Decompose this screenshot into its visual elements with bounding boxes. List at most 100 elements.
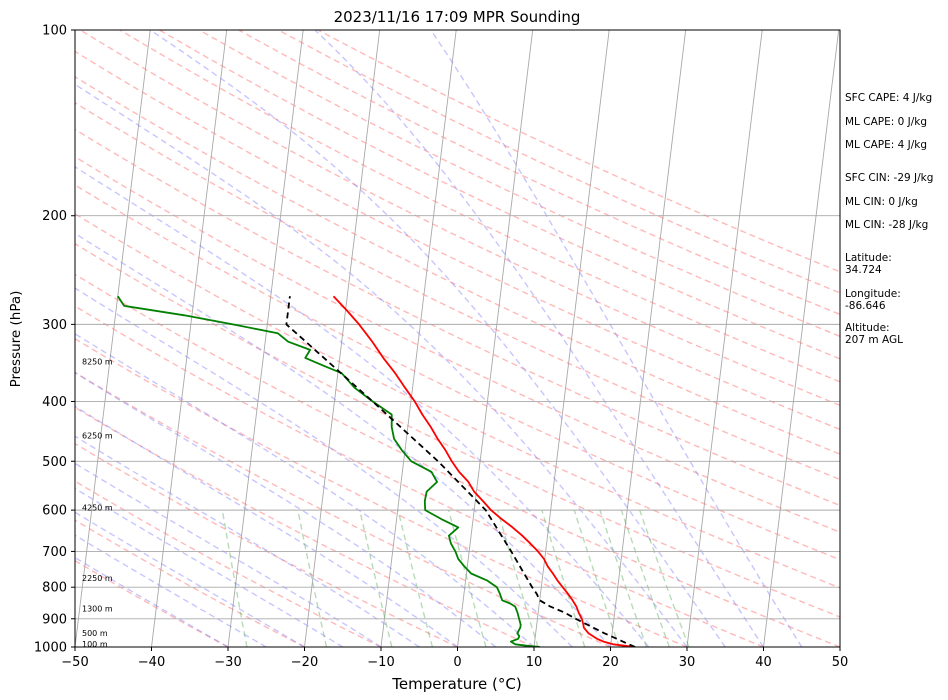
dry-adiabat-line	[75, 76, 840, 455]
isotherm-line	[304, 30, 381, 647]
height-label: 100 m	[82, 640, 108, 649]
height-label: 4250 m	[82, 503, 113, 512]
isotherm-line	[151, 30, 228, 647]
isotherm-line	[686, 30, 763, 647]
sounding-profiles	[117, 295, 636, 647]
chart-title: 2023/11/16 17:09 MPR Sounding	[334, 8, 581, 26]
y-tick-label: 800	[42, 581, 67, 596]
y-tick-label: 700	[42, 545, 67, 560]
y-tick-label: 1000	[34, 641, 67, 656]
x-tick-label: −10	[367, 655, 394, 670]
x-tick-label: −40	[138, 655, 165, 670]
dry-adiabat-line	[277, 30, 840, 294]
longitude-label: Longitude: -86.646	[845, 288, 901, 312]
moist-adiabat-line	[314, 30, 765, 647]
dry-adiabat-line	[75, 273, 840, 647]
isotherm-line	[763, 30, 840, 647]
y-axis-label: Pressure (hPa)	[8, 291, 24, 388]
moist-adiabat-line	[75, 405, 458, 647]
isotherm-line	[75, 30, 151, 647]
mixing-ratio-line	[359, 509, 393, 647]
dry-adiabat-line	[75, 242, 840, 618]
sfc-cin-label: SFC CIN: -29 J/kg	[845, 172, 934, 184]
moist-adiabat-line	[75, 166, 650, 647]
background-reference-lines	[75, 30, 840, 647]
y-tick-label: 500	[42, 455, 67, 470]
ml-cape-label-2: ML CAPE: 4 J/kg	[845, 139, 928, 151]
parcel-profile	[285, 296, 636, 647]
dry-adiabat-line	[75, 305, 764, 647]
mixing-ratio-line	[620, 509, 671, 647]
x-tick-label: −30	[214, 655, 241, 670]
x-tick-label: 30	[679, 655, 696, 670]
mixing-ratio-line	[573, 509, 620, 647]
ml-cin-label-2: ML CIN: -28 J/kg	[845, 219, 929, 231]
ml-cape-label: ML CAPE: 0 J/kg	[845, 116, 928, 128]
x-axis-label: Temperature (°C)	[391, 675, 521, 693]
moist-adiabat-line	[149, 30, 726, 647]
dry-adiabat-line	[198, 30, 840, 338]
y-tick-label: 200	[42, 209, 67, 224]
y-axis-ticks: 1000 900 800 700 600 500 400 300 200 100	[34, 24, 75, 656]
dry-adiabat-line	[75, 128, 840, 507]
dry-adiabat-line	[159, 30, 840, 360]
y-tick-label: 300	[42, 318, 67, 333]
dry-adiabat-line	[75, 101, 840, 481]
mixing-ratio-line	[599, 509, 648, 647]
dry-adiabat-line	[75, 519, 305, 647]
moist-adiabat-line	[75, 371, 497, 647]
moist-adiabat-line	[75, 287, 573, 647]
moist-adiabat-line	[75, 83, 688, 647]
moist-adiabat-line	[75, 232, 612, 647]
dry-adiabat-line	[75, 213, 840, 589]
altitude-label: Altitude: 207 m AGL	[845, 322, 903, 346]
moist-adiabat-line	[75, 333, 535, 647]
dry-adiabat-line	[75, 155, 840, 533]
dry-adiabat-line	[75, 442, 458, 647]
dry-adiabat-line	[75, 184, 840, 561]
x-tick-label: 50	[832, 655, 849, 670]
height-label: 6250 m	[82, 431, 113, 440]
moist-adiabat-line	[75, 462, 382, 647]
x-tick-label: 20	[602, 655, 619, 670]
isotherm-line	[457, 30, 534, 647]
x-tick-label: 10	[526, 655, 543, 670]
height-label: 500 m	[82, 629, 108, 638]
ml-cin-label: ML CIN: 0 J/kg	[845, 196, 918, 208]
dry-adiabat-line	[238, 30, 840, 316]
x-tick-label: −50	[61, 655, 88, 670]
temperature-profile	[332, 295, 636, 647]
dry-adiabat-line	[75, 50, 840, 431]
x-tick-label: −20	[291, 655, 318, 670]
height-label: 1300 m	[82, 605, 113, 614]
moist-adiabat-line	[430, 30, 803, 647]
mixing-ratio-line	[397, 509, 434, 647]
dry-adiabat-line	[119, 30, 840, 383]
dry-adiabat-line	[75, 371, 611, 647]
x-tick-label: 0	[453, 655, 461, 670]
moist-adiabat-line	[75, 435, 420, 647]
dry-adiabat-line	[75, 406, 535, 647]
moist-adiabat-line	[75, 487, 344, 647]
y-tick-label: 900	[42, 612, 67, 627]
mixing-ratio-line	[497, 509, 539, 647]
sfc-cape-label: SFC CAPE: 4 J/kg	[845, 92, 933, 104]
dry-adiabat-line	[75, 337, 688, 647]
y-tick-label: 100	[42, 24, 67, 39]
x-tick-label: 40	[755, 655, 772, 670]
height-labels: 100 m 500 m 1300 m 2250 m 4250 m 6250 m 8250 m	[82, 357, 113, 648]
height-label: 8250 m	[82, 357, 113, 366]
latitude-label: Latitude: 34.724	[845, 252, 892, 276]
y-tick-label: 400	[42, 395, 67, 410]
isotherm-line	[227, 30, 304, 647]
dry-adiabat-line	[75, 559, 229, 647]
mixing-ratio-line	[639, 509, 690, 647]
x-axis-ticks: −50 −40 −30 −20 −10 0 10 20 30 40 50	[61, 647, 848, 670]
dewpoint-profile	[117, 295, 541, 647]
y-tick-label: 600	[42, 504, 67, 519]
height-label: 2250 m	[82, 574, 113, 583]
isotherm-line	[610, 30, 687, 647]
isotherm-line	[380, 30, 457, 647]
mixing-ratio-line	[297, 509, 328, 647]
